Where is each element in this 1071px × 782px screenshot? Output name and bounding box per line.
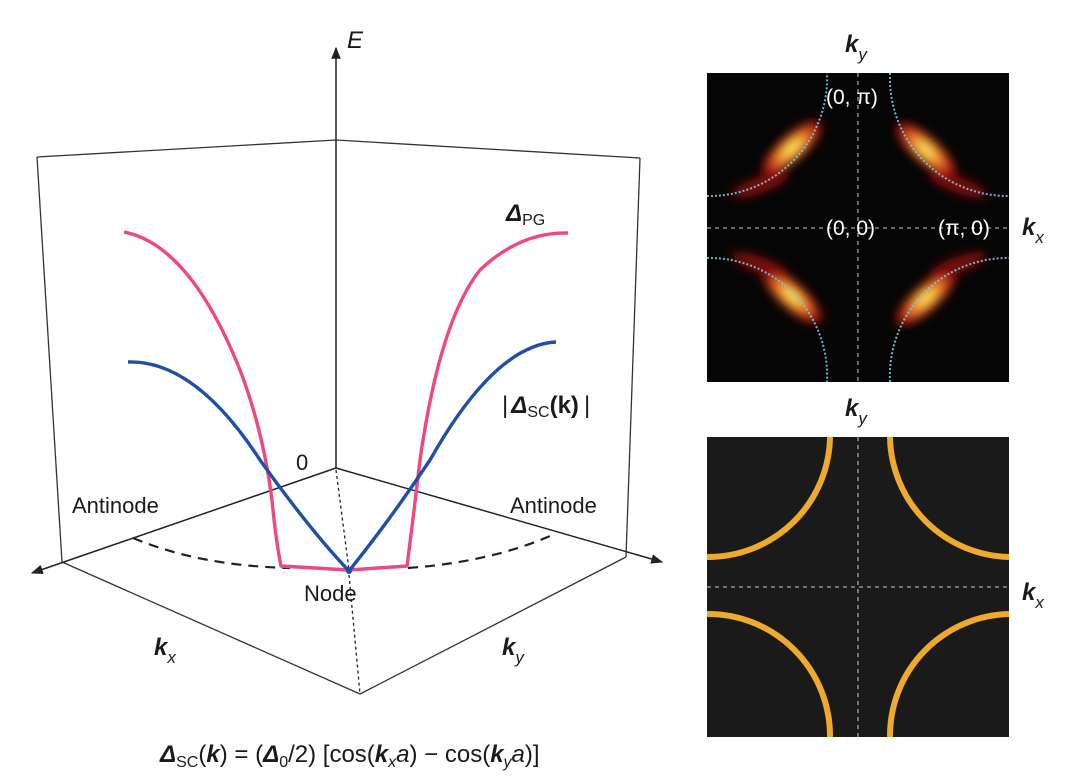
zero-label: 0 [296, 450, 308, 475]
top-ky-label: ky [845, 31, 868, 64]
bottom-kx-label: kx [1022, 579, 1044, 612]
sc-gap-curve [127, 340, 557, 573]
fermi-surface-contours [707, 73, 1009, 382]
arpes-intensity-map: (0, π) (0, 0) (π, 0) [707, 73, 1009, 382]
box-frame [36, 139, 641, 695]
ky-axis-label: ky [502, 634, 525, 667]
antinode-left-label: Antinode [72, 493, 159, 518]
node-to-corner-dotted-line [348, 574, 361, 695]
top-kx-label: kx [1022, 214, 1044, 247]
node-dotted-line [335, 469, 350, 571]
bottom-ky-label: ky [845, 395, 868, 428]
band-diagram-3d: E 0 Antinode Antinode Node kx ky ΔPG | ΔS… [30, 27, 664, 695]
energy-axis-label: E [347, 27, 364, 54]
point-pi-0-label: (π, 0) [938, 217, 990, 240]
fermi-surface-schematic [707, 437, 1009, 737]
antinode-right-label: Antinode [510, 493, 597, 518]
node-point [346, 568, 352, 574]
sc-gap-label: | ΔSC(k) | [502, 392, 590, 421]
point-0-0-label: (0, 0) [826, 217, 875, 240]
pseudogap-curve [123, 230, 569, 572]
gap-formula: ΔSC(k) = (Δ0/2) [cos(kxa) − cos(kya)] [159, 741, 540, 771]
fermi-arc-dashed [132, 534, 551, 570]
node-label: Node [304, 581, 357, 606]
arpes-intensity-arcs [731, 116, 987, 330]
ky-axis [335, 467, 664, 564]
fermi-surface-arcs [707, 437, 1009, 737]
pseudogap-label: ΔPG [505, 200, 545, 229]
kx-axis [30, 467, 337, 575]
kx-axis-label: kx [154, 634, 176, 667]
point-0-pi-label: (0, π) [826, 86, 878, 109]
